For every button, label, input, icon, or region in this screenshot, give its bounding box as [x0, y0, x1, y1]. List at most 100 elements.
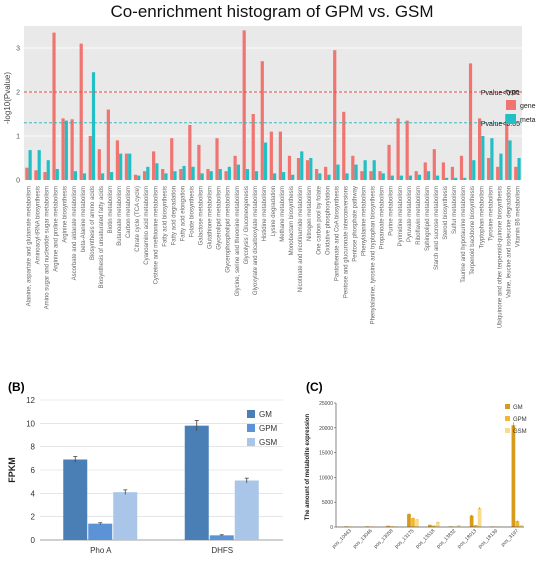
x-tick-label: Glycerolipid metabolism [217, 186, 223, 250]
bar-gene [133, 174, 138, 180]
bar-GSM [394, 526, 398, 527]
bar-gene [468, 63, 473, 180]
x-tick-label: Monobactam biosynthesis [289, 186, 295, 255]
x-tick-label: Starch and sucrose metabolism [434, 186, 440, 270]
bar-gene [296, 158, 301, 180]
x-tick-label: Oxidative phosphorylation [325, 186, 331, 255]
bar-meta [426, 171, 431, 180]
x-tick-label: Galactose metabolism [199, 186, 205, 245]
bar-meta [327, 174, 331, 180]
bar-GPM [432, 525, 436, 527]
bar-gene [414, 171, 418, 180]
x-tick-label: Arginine biosynthesis [63, 186, 69, 243]
bar-GM [386, 525, 390, 527]
bar-meta [372, 160, 376, 180]
bar-gene [351, 155, 355, 180]
y-tick-label: 5000 [322, 500, 333, 506]
bar-meta [236, 164, 240, 180]
x-tick-label: Folate biosynthesis [190, 186, 196, 237]
threshold-label: Pvalue<0.05 [481, 121, 520, 128]
x-tick-label: Terpenoid backbone biosynthesis [470, 186, 476, 275]
y-tick-label: 1 [16, 134, 20, 141]
bars [63, 420, 259, 540]
bar-meta [336, 164, 340, 180]
bar-gene [459, 155, 464, 180]
bar-GPM [411, 518, 415, 527]
bar-gene [88, 136, 92, 180]
bar-gene [477, 118, 482, 180]
x-tick-label: Pyruvate metabolism [407, 186, 413, 242]
x-tick-label: pos_10443 [331, 528, 353, 550]
y-tick-label: 15000 [319, 451, 333, 457]
bar-gene [487, 158, 491, 180]
panel-a: Co-enrichment histogram of GPM vs. GSM P… [3, 2, 536, 328]
bar-meta [345, 173, 349, 180]
bar-meta [100, 173, 105, 180]
y-tick-label: 25000 [319, 401, 333, 407]
threshold-label: Pvalue<0.01 [481, 90, 520, 97]
bar-GPM [515, 521, 520, 527]
bar-gene [61, 118, 65, 180]
bar-meta [363, 160, 367, 180]
threshold-lines: Pvalue<0.01 Pvalue<0.05 [24, 90, 522, 128]
bar-meta [463, 177, 467, 180]
bar-meta [128, 153, 132, 180]
x-tick-label: Glycine, serine and threonine metabolism [235, 186, 241, 296]
bar-meta [408, 175, 413, 180]
bar-GSM [113, 492, 138, 540]
x-tick-label: Pentose phosphate pathway [352, 186, 358, 262]
bar-meta [381, 173, 385, 180]
bar-meta [399, 175, 403, 180]
bar-gene [115, 140, 120, 180]
panel-b: (B) 0 2 4 6 8 10 12 Pho A DHFS FPKM GM GPM GSM [7, 380, 283, 555]
bar-GSM [436, 522, 440, 527]
bar-GM [469, 515, 474, 527]
bar-gene [188, 125, 192, 180]
x-tick-label: Pentose and glucuronate interconversions [343, 186, 349, 298]
y-tick-label: 0 [16, 178, 20, 185]
x-tick-label: Ubiquinone and other terpenoid-quinone b… [497, 186, 503, 328]
bar-meta [499, 153, 503, 180]
bar-GM [63, 459, 88, 540]
x-tick-label: Carbon metabolism [126, 186, 132, 238]
legend-swatch-GPM [505, 416, 510, 421]
x-axis-labels: Pho A DHFS [90, 546, 233, 555]
bar-gene [224, 171, 228, 180]
bar-gene [70, 119, 74, 180]
bar-meta [273, 173, 277, 180]
bar-gene [52, 32, 56, 180]
x-tick-label: Glycerophospholipid metabolism [226, 186, 232, 273]
legend: type gene meta [506, 89, 536, 124]
y-axis-ticks: 0 2 4 6 8 10 12 [26, 396, 35, 545]
x-tick-label: Biosynthesis of unsaturated fatty acids [99, 186, 105, 288]
x-tick-label: Nicotinate and nicotinamide metabolism [298, 186, 304, 292]
bar-GPM [390, 526, 394, 527]
bar-gene [369, 171, 373, 180]
bar-meta [417, 174, 422, 180]
bar-meta [164, 173, 168, 180]
y-tick-label: 2 [31, 513, 36, 522]
x-tick-label: DHFS [211, 546, 233, 555]
y-tick-label: 8 [31, 443, 36, 452]
bar-gene [106, 109, 110, 180]
bar-GPM [473, 525, 478, 527]
bar-meta [73, 171, 77, 180]
bar-meta [37, 150, 41, 180]
bar-gene [161, 169, 165, 180]
x-tick-label: Cyanoamino acid metabolism [144, 186, 150, 265]
x-axis-labels: pos_10443 pos_13046 pos_13058 pos_13175 pos_… [331, 528, 520, 550]
bar-gene [269, 131, 273, 180]
bar-gene [396, 118, 400, 180]
x-tick-label: Steroid biosynthesis [443, 186, 449, 240]
bar-meta [481, 136, 485, 180]
bar-gene [152, 151, 156, 180]
bar-gene [124, 153, 129, 180]
bar-meta [254, 171, 259, 180]
legend-swatch-GPM [247, 424, 255, 432]
bar-gene [233, 155, 237, 180]
legend-swatch-gene [506, 100, 516, 110]
x-tick-label: Phenylalanine, tyrosine and tryptophan b… [371, 186, 377, 324]
x-tick-label: Lysine degradation [271, 186, 277, 236]
